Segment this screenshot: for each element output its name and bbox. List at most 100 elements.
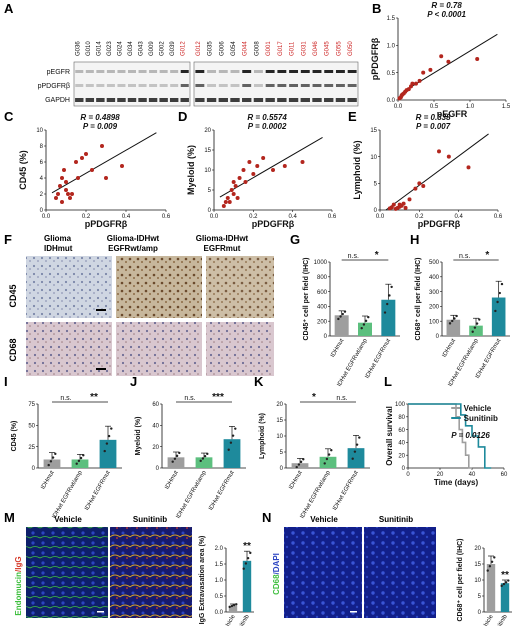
category-label: IDHmut [330, 338, 346, 359]
data-dot [383, 311, 387, 314]
blot-row-label: GAPDH [45, 97, 70, 104]
data-dot [390, 285, 393, 289]
x-tick-label: 0.0 [394, 104, 403, 110]
scatter-point [231, 192, 236, 196]
y-tick-label: 1.0 [215, 578, 224, 584]
y-tick-label: 0 [402, 466, 406, 472]
scatter-point [391, 202, 396, 207]
lane-label: G009 [149, 41, 155, 56]
data-dot [355, 443, 359, 446]
panel-label-b: B [372, 1, 381, 16]
lane-label: G010 [86, 41, 92, 56]
ihc-panel: Glioma IDHmut Glioma-IDHwt EGFRwt/amp Gl… [8, 234, 274, 376]
data-dot [201, 457, 205, 460]
band-gapdh [288, 98, 299, 102]
stat-r: R = 0.4898 [80, 113, 120, 122]
band-gapdh [206, 98, 217, 102]
bar [491, 297, 506, 336]
panel-label-m: M [4, 510, 15, 525]
y-tick-label: 100 [395, 402, 406, 408]
lane-label: G006 [219, 41, 225, 56]
sig-label: * [375, 250, 379, 261]
y-tick-label: 0 [436, 334, 440, 340]
n-side-label-cd68: CD68 [272, 574, 281, 595]
scatter-point [282, 164, 287, 168]
scatter-point [90, 168, 94, 172]
y-axis-label: CD45 (%) [18, 150, 28, 190]
x-tick-label: 1.0 [466, 104, 475, 110]
lane-label: G002 [160, 41, 166, 56]
category-label: IDHwt EGFRmut [208, 470, 236, 512]
y-axis-label: Myeloid (%) [186, 145, 196, 195]
sig-label: n.s. [60, 395, 71, 402]
y-axis-label: Lymphoid (%) [352, 140, 362, 199]
panel-label-k: K [254, 374, 264, 389]
y-tick-label: 1000 [314, 260, 328, 266]
scatter-point [68, 196, 72, 200]
y-tick-label: 0 [156, 466, 160, 472]
y-axis-label: Overall survival [385, 406, 394, 466]
panel-label-h: H [410, 232, 419, 247]
scatter-point [60, 176, 64, 180]
scatter-point [417, 181, 422, 186]
data-dot [367, 315, 370, 319]
sig-label: ** [90, 392, 98, 403]
x-axis-label: pPDGFRβ [418, 219, 461, 229]
regression-line [51, 132, 157, 194]
legend-label: Vehicle [464, 404, 492, 413]
x-axis-label: Time (days) [434, 478, 479, 487]
band-gapdh [347, 98, 357, 102]
band-pegfr [335, 70, 345, 73]
data-dot [77, 459, 81, 463]
data-dot [175, 454, 179, 458]
ihc-col-title-3-line1: Glioma-IDHwt [196, 234, 249, 243]
data-dot [325, 457, 329, 461]
western-blot: pEGFR pPDGFRβ GAPDH G036 G010 G014 G023 G024 G03… [38, 41, 359, 107]
n-title-vehicle: Vehicle [310, 515, 338, 524]
data-dot [231, 434, 235, 437]
data-dot [173, 457, 177, 460]
stat-p: P = 0.007 [416, 122, 451, 131]
blot-row-label: pPDGFRβ [38, 83, 70, 90]
band-pegfr [312, 70, 322, 73]
x-axis-label: pPDGFRβ [252, 219, 295, 229]
fluorescence-panel-m: Vehicle Sunitinib Endomucin/IgG [14, 515, 192, 618]
y-tick-label: 5 [208, 188, 212, 194]
x-tick-label: 0.6 [162, 214, 171, 220]
sig-label: ** [243, 541, 251, 552]
data-dot [388, 294, 391, 297]
data-dot [500, 282, 504, 286]
bar [228, 605, 238, 612]
band-gapdh [277, 98, 287, 102]
x-tick-label: 0.6 [328, 214, 337, 220]
y-axis-label: CD68⁺ cell per field (IHC) [457, 538, 464, 621]
y-tick-label: 0 [280, 466, 284, 472]
scatter-point [54, 196, 58, 200]
blot-row-label: pEGFR [47, 69, 70, 76]
y-tick-label: 15 [204, 148, 211, 154]
x-tick-label: 0.4 [122, 214, 131, 220]
y-tick-label: 10 [276, 434, 283, 440]
x-tick-label: 20 [437, 472, 444, 478]
data-dot [360, 326, 363, 330]
scatter-point [64, 188, 68, 192]
stat-p: P = 0.0002 [248, 122, 287, 131]
band-gapdh [96, 98, 105, 102]
band-gapdh [117, 98, 126, 102]
band-ppdgfrb [117, 84, 126, 87]
y-tick-label: 2.0 [215, 546, 224, 552]
y-tick-label: 20 [204, 128, 211, 134]
m-side-label: Endomucin/IgG [14, 556, 23, 615]
lane-label: G045 [325, 41, 331, 56]
scatter-point [60, 200, 64, 204]
data-dot [299, 460, 303, 464]
band-ppdgfrb [218, 84, 228, 87]
band-gapdh [253, 98, 264, 102]
band-ppdgfrb [324, 84, 334, 87]
band-pegfr [149, 70, 158, 73]
ihc-col-title-2-line1: Glioma-IDHwt [107, 234, 160, 243]
y-tick-label: 0 [374, 208, 378, 214]
scatter-point [403, 205, 408, 210]
y-tick-label: 200 [317, 319, 328, 325]
y-tick-label: 0 [32, 466, 36, 472]
